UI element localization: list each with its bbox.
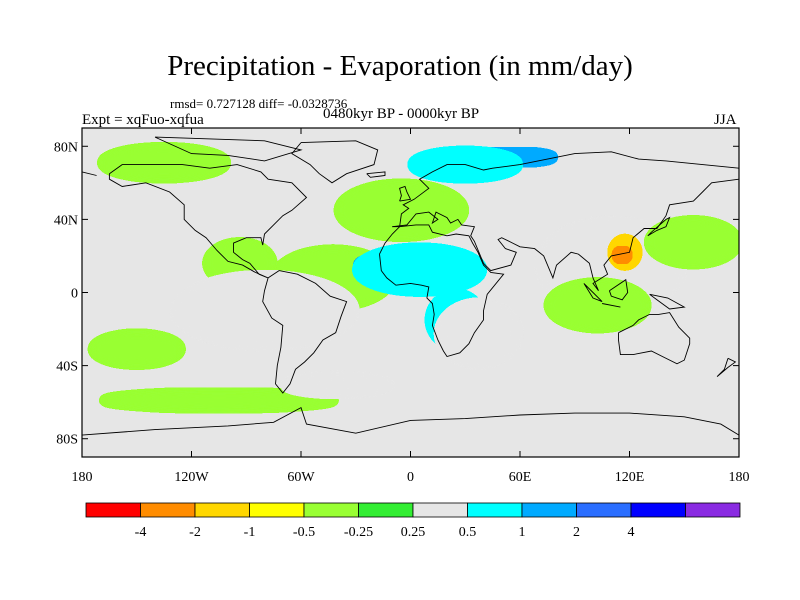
lon-tick-label: 120E xyxy=(615,470,645,485)
coastline xyxy=(82,171,97,176)
anomaly-region xyxy=(173,274,356,348)
colorbar-swatch xyxy=(467,502,523,518)
colorbar-label: 2 xyxy=(573,525,580,540)
coastline xyxy=(366,171,386,178)
coastlines xyxy=(82,136,739,436)
coastline xyxy=(716,357,737,377)
colorbar-label: -4 xyxy=(135,525,147,540)
lat-tick-label: 40N xyxy=(54,213,78,228)
axis-ticks: 80N 40N 0 40S 80S 180 120W 60W 0 60E 120E 180 xyxy=(54,128,750,485)
coastline xyxy=(649,293,686,310)
colorbar-label: 0.5 xyxy=(459,525,477,540)
anomaly-region xyxy=(355,246,484,293)
colorbar-swatch xyxy=(194,502,250,518)
lat-tick-label: 80N xyxy=(54,140,78,155)
coastline xyxy=(262,270,348,394)
anomaly-region xyxy=(100,146,228,180)
colorbar-label: -2 xyxy=(189,525,201,540)
coastline xyxy=(392,178,739,291)
period-label: 0480kyr BP - 0000kyr BP xyxy=(323,106,480,122)
colorbar-swatch xyxy=(85,502,141,518)
lon-tick-label: 0 xyxy=(407,470,414,485)
anomaly-region xyxy=(547,281,648,330)
coastline xyxy=(154,136,303,162)
coastline xyxy=(602,303,621,308)
anomaly-region xyxy=(337,182,466,238)
coastline xyxy=(608,278,629,301)
lon-tick-label: 60W xyxy=(287,470,315,485)
colorbar-label: -1 xyxy=(244,525,256,540)
pe-anomaly-fields xyxy=(91,146,739,410)
lat-tick-label: 40S xyxy=(56,360,78,375)
anomaly-region xyxy=(282,374,393,395)
colorbar-swatch xyxy=(630,502,686,518)
coastline xyxy=(379,224,505,358)
plot-title: Precipitation - Evaporation (in mm/day) xyxy=(167,50,633,82)
coastline xyxy=(583,283,603,303)
stats-text: rmsd= 0.727128 diff= -0.0328736 xyxy=(170,96,348,111)
lat-tick-label: 0 xyxy=(71,287,78,302)
colorbar-label: -0.5 xyxy=(293,525,315,540)
lat-tick-label: 80S xyxy=(56,433,78,448)
colorbar-swatch xyxy=(140,502,196,518)
coastline xyxy=(392,151,739,228)
lon-tick-label: 60E xyxy=(509,470,532,485)
coastline xyxy=(647,216,671,237)
coastline xyxy=(399,185,412,202)
anomaly-region xyxy=(647,219,739,266)
lon-tick-label: 120W xyxy=(174,470,209,485)
colorbar-label: -0.25 xyxy=(344,525,373,540)
coastline xyxy=(291,140,379,184)
coastline xyxy=(618,312,691,365)
colorbar-swatch xyxy=(249,502,305,518)
anomaly-region xyxy=(100,391,338,410)
experiment-label: Expt = xqFuo-xqfua xyxy=(82,112,204,128)
colorbar-swatch xyxy=(303,502,359,518)
colorbar-swatch xyxy=(685,502,741,518)
colorbar-swatch xyxy=(358,502,414,518)
colorbar-swatch xyxy=(412,502,468,518)
season-label: JJA xyxy=(714,112,737,128)
colorbar-label: 0.25 xyxy=(401,525,426,540)
lon-tick-label: 180 xyxy=(72,470,93,485)
coastline xyxy=(108,164,308,279)
colorbar: -4 -2 -1 -0.5 -0.25 0.25 0.5 1 2 4 xyxy=(85,502,741,540)
anomaly-region xyxy=(437,301,520,366)
lon-tick-label: 180 xyxy=(729,470,750,485)
anomaly-region xyxy=(614,248,630,262)
anomaly-region xyxy=(206,241,274,286)
colorbar-swatch xyxy=(576,502,632,518)
anomaly-region xyxy=(91,332,183,366)
colorbar-label: 4 xyxy=(628,525,635,540)
coastline xyxy=(82,406,739,436)
colorbar-swatch xyxy=(521,502,577,518)
colorbar-label: 1 xyxy=(519,525,526,540)
